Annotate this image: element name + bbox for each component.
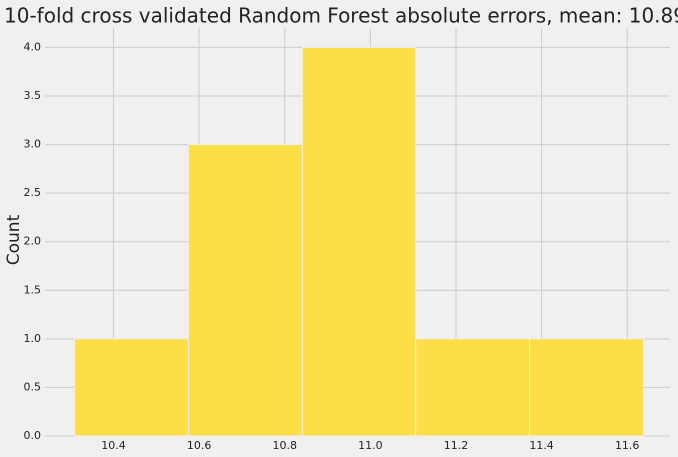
chart-title: 10-fold cross validated Random Forest ab… <box>4 4 678 28</box>
x-tick-label: 11.2 <box>444 439 469 452</box>
x-tick-label: 11.6 <box>615 439 640 452</box>
y-tick-label: 2.5 <box>24 186 42 199</box>
y-tick-label: 3.5 <box>24 89 42 102</box>
y-tick-label: 1.5 <box>24 283 42 296</box>
bar <box>529 338 644 437</box>
bar <box>74 338 189 437</box>
bar <box>415 338 531 437</box>
bar <box>187 144 303 437</box>
y-tick-label: 1.0 <box>24 332 42 345</box>
y-tick-label: 0.0 <box>24 429 42 442</box>
y-tick-label: 4.0 <box>24 40 42 53</box>
x-tick-label: 10.4 <box>101 439 126 452</box>
y-tick-label: 0.5 <box>24 380 42 393</box>
y-tick-label: 3.0 <box>24 138 42 151</box>
y-axis-label: Count <box>4 214 24 265</box>
x-tick-label: 11.4 <box>529 439 554 452</box>
x-tick-label: 10.8 <box>272 439 297 452</box>
x-tick-label: 11.0 <box>358 439 383 452</box>
bar <box>301 46 417 437</box>
x-tick-label: 10.6 <box>187 439 212 452</box>
y-tick-label: 2.0 <box>24 235 42 248</box>
